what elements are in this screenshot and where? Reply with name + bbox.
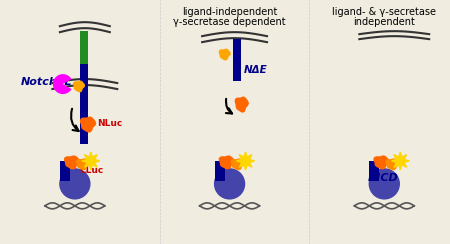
Polygon shape: [81, 117, 95, 132]
Polygon shape: [237, 152, 255, 170]
Polygon shape: [219, 156, 234, 169]
Text: NLuc: NLuc: [97, 120, 122, 129]
Circle shape: [369, 169, 399, 199]
Polygon shape: [374, 156, 389, 169]
Polygon shape: [235, 97, 248, 112]
FancyBboxPatch shape: [369, 161, 379, 181]
Polygon shape: [386, 159, 399, 170]
Circle shape: [215, 169, 244, 199]
Text: ligand- & γ-secretase: ligand- & γ-secretase: [332, 7, 436, 17]
Text: ligand-independent: ligand-independent: [182, 7, 277, 17]
Polygon shape: [231, 159, 244, 170]
FancyBboxPatch shape: [80, 31, 88, 69]
FancyBboxPatch shape: [215, 161, 225, 181]
Text: NΔE: NΔE: [243, 65, 267, 75]
Wedge shape: [53, 74, 72, 94]
Text: γ-secretase dependent: γ-secretase dependent: [173, 17, 286, 27]
Text: NotchFL: NotchFL: [21, 77, 72, 87]
Polygon shape: [82, 152, 100, 170]
Polygon shape: [65, 156, 80, 169]
Text: CLuc: CLuc: [80, 166, 104, 175]
FancyBboxPatch shape: [80, 64, 88, 144]
Circle shape: [60, 169, 90, 199]
Polygon shape: [392, 152, 409, 170]
Polygon shape: [76, 159, 90, 170]
Polygon shape: [74, 81, 84, 92]
Text: independent: independent: [353, 17, 415, 27]
Text: NICD: NICD: [367, 173, 398, 183]
FancyBboxPatch shape: [60, 161, 70, 181]
Polygon shape: [220, 49, 230, 60]
FancyBboxPatch shape: [233, 39, 241, 81]
